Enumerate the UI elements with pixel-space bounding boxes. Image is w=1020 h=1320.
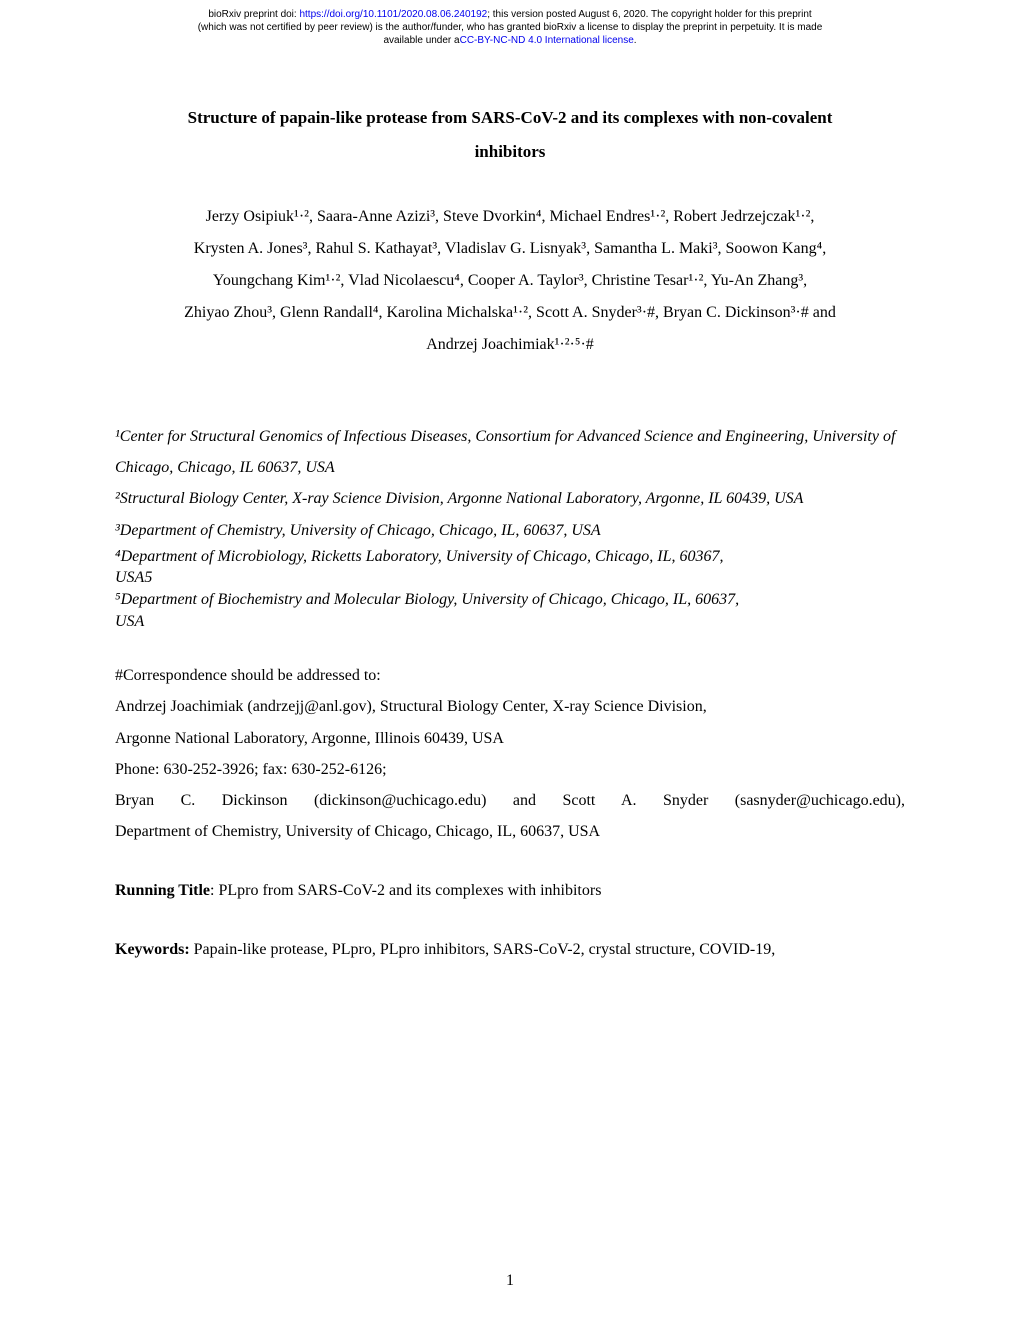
correspondence-section: #Correspondence should be addressed to: … <box>115 660 905 847</box>
affiliation-5a: ⁵Department of Biochemistry and Molecula… <box>115 589 905 611</box>
affiliations: ¹Center for Structural Genomics of Infec… <box>115 421 905 632</box>
affiliation-5b: USA <box>115 611 905 633</box>
running-title-text: : PLpro from SARS-CoV-2 and its complexe… <box>210 882 601 899</box>
affiliation-2: ²Structural Biology Center, X-ray Scienc… <box>115 483 905 514</box>
correspondence-header: #Correspondence should be addressed to: <box>115 660 905 691</box>
running-title-section: Running Title: PLpro from SARS-CoV-2 and… <box>115 875 905 906</box>
paper-title: Structure of papain-like protease from S… <box>115 101 905 169</box>
affiliation-4b: USA5 <box>115 567 905 589</box>
authors-line-3: Youngchang Kim¹·², Vlad Nicolaescu⁴, Coo… <box>213 272 807 289</box>
correspondence-line-4: Bryan C. Dickinson (dickinson@uchicago.e… <box>115 785 905 816</box>
preprint-text-1: bioRxiv preprint doi: <box>208 9 299 20</box>
license-link[interactable]: CC-BY-NC-ND 4.0 International license <box>460 35 634 46</box>
affiliation-4a: ⁴Department of Microbiology, Ricketts La… <box>115 546 905 568</box>
preprint-text-5: . <box>634 35 637 46</box>
authors-line-5: Andrzej Joachimiak¹·²·⁵·# <box>426 336 594 353</box>
doi-link[interactable]: https://doi.org/10.1101/2020.08.06.24019… <box>299 9 487 20</box>
title-line-2: inhibitors <box>475 142 546 161</box>
correspondence-line-1: Andrzej Joachimiak (andrzejj@anl.gov), S… <box>115 691 905 722</box>
keywords-text: Papain-like protease, PLpro, PLpro inhib… <box>190 941 776 958</box>
keywords-label: Keywords: <box>115 941 190 958</box>
title-line-1: Structure of papain-like protease from S… <box>188 108 833 127</box>
page-number: 1 <box>0 1272 1020 1290</box>
page-content: Structure of papain-like protease from S… <box>0 51 1020 966</box>
authors-line-2: Krysten A. Jones³, Rahul S. Kathayat³, V… <box>194 240 826 257</box>
correspondence-line-5: Department of Chemistry, University of C… <box>115 816 905 847</box>
correspondence-line-3: Phone: 630-252-3926; fax: 630-252-6126; <box>115 754 905 785</box>
preprint-text-4: available under a <box>383 35 459 46</box>
preprint-notice: bioRxiv preprint doi: https://doi.org/10… <box>0 0 1020 51</box>
authors-line-4: Zhiyao Zhou³, Glenn Randall⁴, Karolina M… <box>184 304 836 321</box>
preprint-text-2: ; this version posted August 6, 2020. Th… <box>487 9 811 20</box>
keywords-section: Keywords: Papain-like protease, PLpro, P… <box>115 934 905 965</box>
correspondence-line-2: Argonne National Laboratory, Argonne, Il… <box>115 723 905 754</box>
affiliation-1: ¹Center for Structural Genomics of Infec… <box>115 421 905 483</box>
running-title-label: Running Title <box>115 882 210 899</box>
author-list: Jerzy Osipiuk¹·², Saara-Anne Azizi³, Ste… <box>115 201 905 361</box>
authors-line-1: Jerzy Osipiuk¹·², Saara-Anne Azizi³, Ste… <box>206 208 815 225</box>
affiliation-3: ³Department of Chemistry, University of … <box>115 515 905 546</box>
preprint-text-3: (which was not certified by peer review)… <box>198 22 823 33</box>
